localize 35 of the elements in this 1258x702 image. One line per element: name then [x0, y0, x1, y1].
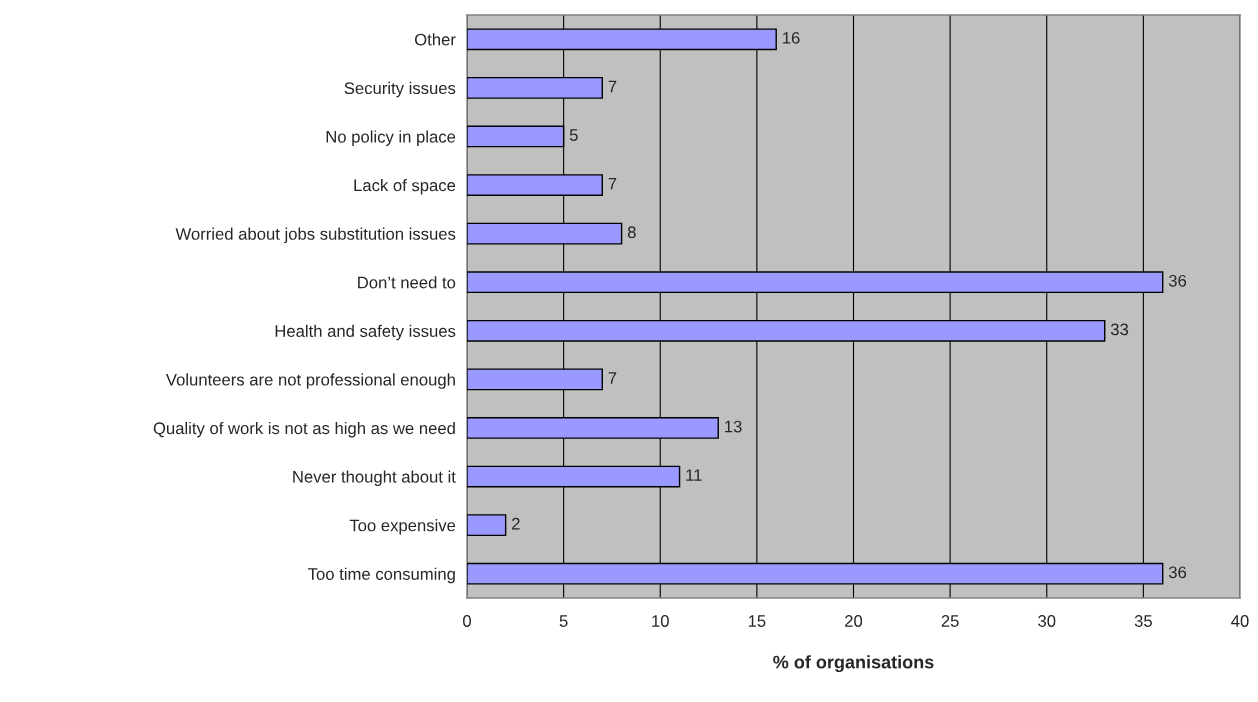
x-tick-label: 35 [1134, 615, 1152, 627]
y-tick-label: No policy in place [326, 130, 456, 146]
y-tick-label: Never thought about it [293, 470, 456, 487]
data-label: 36 [1168, 274, 1187, 287]
y-tick-label: Quality of work is not as high as we need [153, 421, 455, 438]
data-label: 7 [608, 177, 617, 190]
bar [467, 514, 507, 537]
y-tick-label: Other [415, 33, 456, 46]
y-tick-label: Too expensive [349, 519, 456, 535]
data-label: 13 [725, 420, 742, 433]
data-label: 11 [686, 469, 702, 481]
data-label: 2 [512, 517, 520, 530]
data-label: 7 [608, 80, 617, 93]
y-tick-label: Health and safety issues [275, 324, 456, 341]
y-tick-label: Worried about jobs substitution issues [175, 227, 456, 244]
x-tick-label: 40 [1231, 615, 1249, 627]
x-tick-label: 5 [559, 615, 568, 627]
y-tick-label: Lack of space [354, 179, 456, 195]
x-tick-label: 20 [845, 615, 863, 627]
data-label: 7 [608, 372, 617, 384]
data-label: 5 [569, 129, 578, 141]
y-tick-label: Too time consuming [308, 567, 455, 584]
data-label: 36 [1168, 566, 1187, 579]
x-tick-label: 30 [1038, 615, 1056, 627]
x-tick-label: 10 [652, 615, 669, 627]
y-tick-label: Don’t need to [358, 276, 456, 289]
x-tick-label: 0 [463, 615, 471, 627]
x-axis-title: % of organisations [773, 655, 934, 673]
y-tick-label: Volunteers are not professional enough [165, 373, 455, 389]
data-label: 8 [627, 226, 636, 239]
data-label: 33 [1110, 323, 1129, 336]
x-tick-label: 15 [748, 615, 766, 627]
x-tick-label: 25 [941, 615, 959, 627]
y-tick-label: Security issues [344, 81, 456, 98]
data-label: 16 [783, 31, 800, 44]
